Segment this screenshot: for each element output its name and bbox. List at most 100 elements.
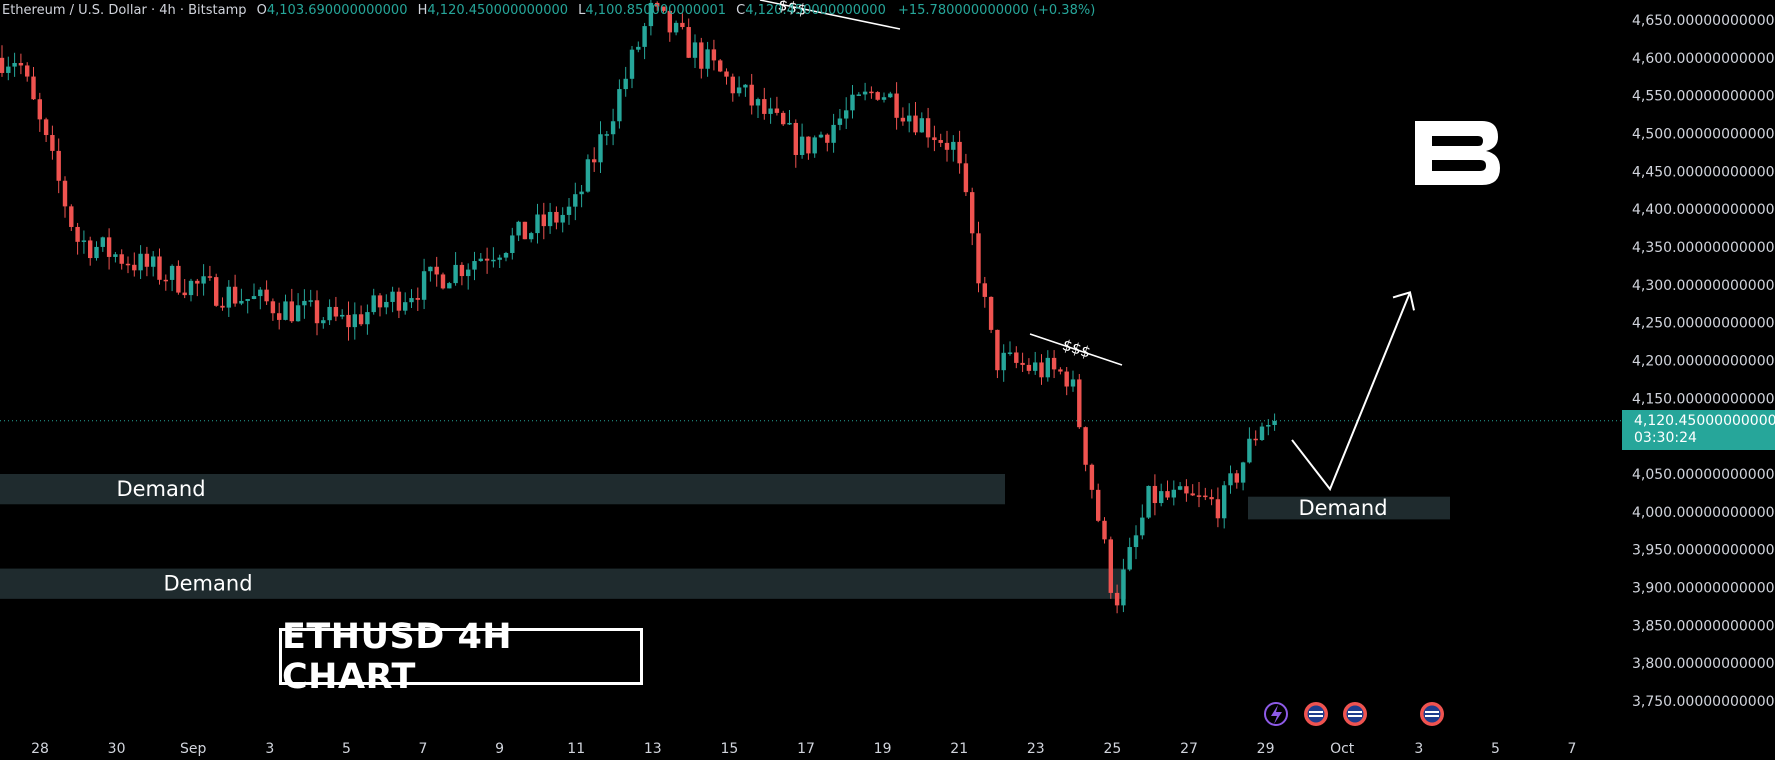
candle-body [1240,462,1246,483]
time-tick-label: 13 [644,741,662,757]
time-tick-label: 3 [1414,741,1423,757]
candle-body [176,265,181,293]
candle-body [169,265,175,280]
candle-body [617,89,622,122]
event-icons [1264,702,1444,726]
candle-body [636,46,641,50]
time-tick-label: 3 [265,741,274,757]
candle-body [289,301,294,322]
candle-body [56,150,61,181]
candle-body [144,253,150,267]
candle-body [1121,569,1126,606]
candle-body [377,295,383,308]
candle-body [680,22,685,28]
time-axis[interactable]: 28 30 Sep 3 5 7 9 11 13 15 17 19 21 23 25 27 29 Oct 3 5 7 [31,741,1576,757]
candle-body [598,134,603,163]
candle-body [1228,473,1233,486]
candle-body [692,42,698,58]
candle-body [18,62,24,66]
candle-body [573,194,578,207]
candle-body [1014,352,1019,363]
candle-body [951,141,956,150]
candle-body [157,256,162,280]
candle-body [781,112,786,125]
candle-body [755,99,761,106]
candle-body [484,258,490,261]
candle-body [1026,364,1032,371]
price-tick-label: 4,150.000000000000 [1632,391,1775,407]
candle-body [1039,362,1044,378]
candle-body [1051,357,1057,370]
candle-body [283,301,288,320]
time-tick-label: 19 [874,741,892,757]
candle-body [270,301,276,314]
time-tick-label: 25 [1103,741,1121,757]
time-tick-label: 7 [419,741,428,757]
price-tick-label: 3,900.000000000000 [1632,581,1775,597]
demand-zone-label-2: Demand [163,572,252,596]
candle-body [579,191,584,195]
candle-body [497,257,502,260]
candle-body [988,296,994,330]
candle-body [0,57,5,73]
candle-body [491,259,496,262]
candle-body [201,276,206,284]
candle-body [188,280,194,296]
candle-body [1159,491,1164,504]
candle-body [81,240,87,242]
us-flag-icon[interactable] [1304,702,1328,726]
candle-body [340,314,345,317]
candle-body [812,137,817,154]
candle-body [314,300,320,324]
time-tick-label: 5 [342,741,351,757]
candle-body [358,314,364,325]
candle-body [1114,592,1120,606]
candle-body [793,122,798,155]
candle-body [31,76,36,100]
time-tick-label: 21 [950,741,968,757]
projection-arrow-head [1392,291,1415,311]
candle-body [1259,426,1265,441]
candle-body [541,214,546,227]
candle-body [831,124,836,143]
close-label: C [736,3,746,18]
candle-body [888,93,893,98]
time-tick-label: 28 [31,741,49,757]
candle-body [409,298,414,303]
candle-body [163,279,168,282]
candle-body [1108,539,1113,593]
candle-body [214,277,219,306]
candle-body [623,78,628,90]
price-tick-label: 4,050.000000000000 [1632,467,1775,483]
candle-body [1064,371,1069,387]
candle-body [604,134,609,136]
price-axis[interactable]: 4,650.000000000000 4,600.000000000000 4,55… [1632,13,1775,710]
candle-body [1133,535,1139,548]
candle-body [106,237,112,257]
candle-body [440,274,446,289]
candle-body [768,108,773,114]
candle-body [749,84,754,106]
candle-body [1083,427,1088,465]
demand-zones: Demand Demand Demand [0,474,1450,599]
price-tick-label: 4,550.000000000000 [1632,89,1775,105]
us-flag-icon[interactable] [1343,702,1367,726]
time-tick-label: 29 [1257,741,1275,757]
candle-body [308,300,313,302]
candle-body [957,141,962,164]
us-flag-icon[interactable] [1420,702,1444,726]
current-price-value: 4,120.450000000000 [1634,413,1775,429]
price-tick-label: 4,400.000000000000 [1632,202,1775,218]
liquidity-trendline-1 [759,0,901,30]
candle-body [428,266,433,272]
candle-body [403,302,408,311]
candle-body [1020,362,1025,365]
candle-body [837,118,843,125]
lightning-event-icon[interactable] [1264,702,1288,726]
candle-body [333,306,339,317]
candle-body [1077,379,1082,428]
candle-body [913,115,918,133]
candle-body [554,211,559,223]
candle-body [384,301,389,308]
